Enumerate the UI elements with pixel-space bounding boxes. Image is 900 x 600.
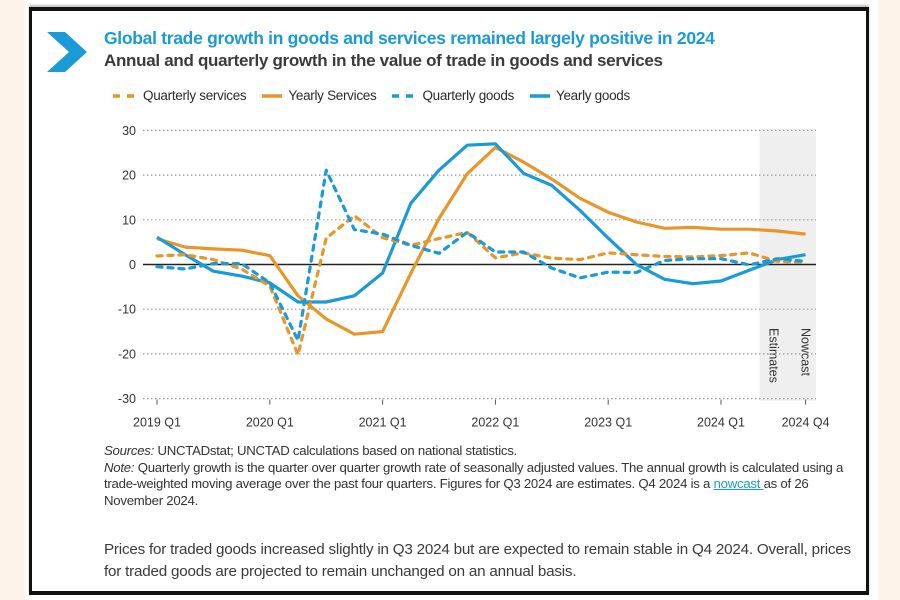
legend-item-quarterly-goods: Quarterly goods <box>391 88 514 103</box>
legend-label: Quarterly services <box>143 88 247 103</box>
legend-label: Yearly Services <box>288 88 377 103</box>
y-tick-label: -10 <box>118 303 136 317</box>
x-tick-label: 2024 Q1 <box>697 416 745 430</box>
note-paragraph: Note: Quarterly growth is the quarter ov… <box>104 460 844 510</box>
legend: Quarterly services Yearly Services Quart… <box>112 88 645 103</box>
series-line-quarterly-services <box>155 214 808 357</box>
sources-text: UNCTADstat; UNCTAD calculations based on… <box>154 443 517 458</box>
axis-layer: 30 20 10 0 -10 -20 -30 2019 Q1 2020 Q1 2021 Q1 202… <box>118 124 830 430</box>
x-tick-label: 2019 Q1 <box>133 416 181 430</box>
sources-label: Sources: <box>104 443 155 458</box>
chart-title: Global trade growth in goods and service… <box>104 28 715 48</box>
legend-item-quarterly-services: Quarterly services <box>112 88 247 103</box>
solid-blue-swatch-icon <box>530 93 550 98</box>
legend-label: Quarterly goods <box>422 88 514 103</box>
chart-notes: Sources: UNCTADstat; UNCTAD calculations… <box>104 443 844 509</box>
figure-frame <box>29 7 869 595</box>
legend-item-yearly-goods: Yearly goods <box>529 88 630 103</box>
chart-subtitle: Annual and quarterly growth in the value… <box>104 51 663 70</box>
shaded-region-label-nowcast: Nowcast <box>799 328 813 376</box>
x-tick-label: 2022 Q1 <box>471 416 519 430</box>
sources-line: Sources: UNCTADstat; UNCTAD calculations… <box>104 443 844 460</box>
note-tail: as of 26 November 2024. <box>104 476 809 508</box>
y-tick-label: 0 <box>129 258 136 272</box>
y-tick-label: -30 <box>118 392 136 406</box>
x-tick-label: 2024 Q4 <box>782 416 830 430</box>
nowcast-link[interactable]: nowcast <box>713 476 764 491</box>
note-label: Note: <box>104 459 135 475</box>
shaded-region-label-estimates: Estimates <box>766 328 780 383</box>
x-tick-label: 2023 Q1 <box>584 416 632 430</box>
note-text: Quarterly growth is the quarter over qua… <box>104 459 844 492</box>
summary-text: Prices for traded goods increased slight… <box>104 541 851 580</box>
x-tick-label: 2020 Q1 <box>246 416 294 430</box>
series-layer <box>155 142 808 357</box>
series-line-yearly-services <box>156 145 806 336</box>
solid-orange-swatch-icon <box>262 93 283 98</box>
y-tick-label: 20 <box>122 169 136 183</box>
chevron-right-icon <box>47 32 87 72</box>
y-tick-label: -20 <box>118 347 136 361</box>
legend-item-yearly-services: Yearly Services <box>261 88 377 103</box>
x-tick-label: 2021 Q1 <box>359 416 407 430</box>
dashed-blue-swatch-icon <box>392 93 417 98</box>
y-tick-label: 30 <box>122 124 136 138</box>
legend-label: Yearly goods <box>556 88 630 103</box>
dashed-orange-swatch-icon <box>113 93 137 98</box>
gridlines-layer <box>143 129 816 400</box>
series-line-quarterly-goods <box>155 168 808 343</box>
y-tick-label: 10 <box>122 213 136 227</box>
